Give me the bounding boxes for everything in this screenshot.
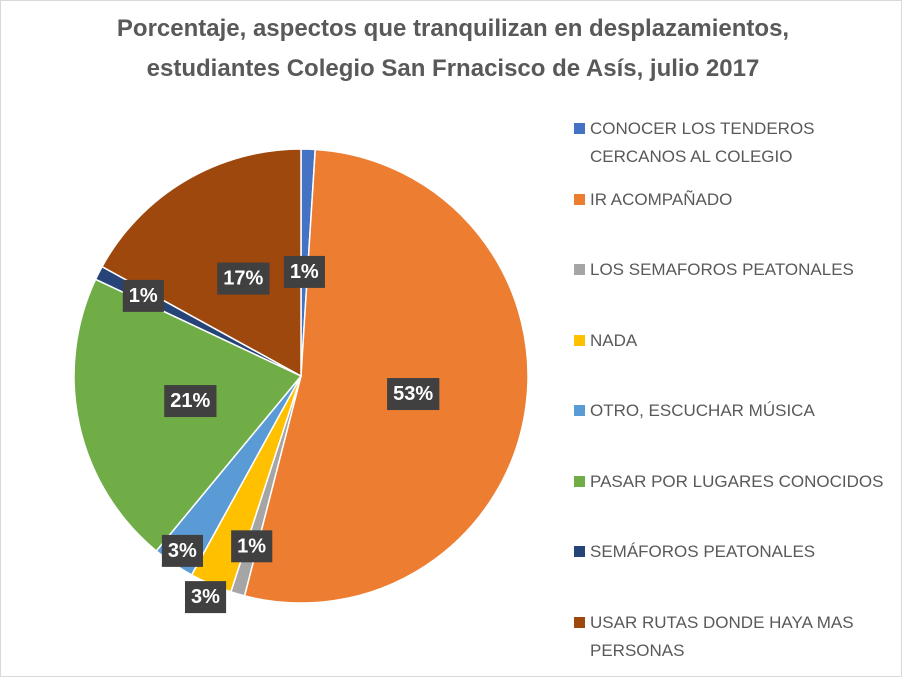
- slice: [101, 148, 302, 378]
- data-label-box: [387, 378, 440, 411]
- legend-swatch: [574, 193, 585, 205]
- data-label-box: [161, 534, 204, 567]
- data-label-text: 17%: [223, 268, 263, 290]
- data-label: 1%: [283, 255, 325, 288]
- legend-label: SEMÁFOROS PEATONALES: [590, 542, 816, 561]
- data-label-text: 21%: [170, 390, 210, 412]
- legend-item: OTRO, ESCUCHAR MÚSICA: [574, 397, 890, 425]
- legend-item: CONOCER LOS TENDEROS CERCANOS AL COLEGIO: [574, 115, 890, 171]
- legend-item: LOS SEMAFOROS PEATONALES: [574, 256, 890, 284]
- data-label-text: 53%: [393, 383, 433, 405]
- legend-label: LOS SEMAFOROS PEATONALES: [590, 260, 854, 279]
- legend-label: USAR RUTAS DONDE HAYA MAS PERSONAS: [590, 612, 854, 660]
- data-label-text: 1%: [129, 285, 158, 307]
- legend-label: PASAR POR LUGARES CONOCIDOS: [590, 471, 884, 491]
- legend-swatch: [574, 405, 585, 416]
- legend-swatch: [574, 264, 585, 275]
- legend-label: NADA: [590, 330, 638, 350]
- legend-item: NADA: [574, 327, 890, 355]
- data-label-box: [231, 530, 273, 563]
- data-label-box: [217, 262, 270, 295]
- data-label-text: 3%: [191, 586, 220, 608]
- data-label: 17%: [217, 262, 270, 295]
- data-label-box: [184, 581, 227, 614]
- data-label: 3%: [161, 534, 204, 567]
- chart-title: Porcentaje, aspectos que tranquilizan en…: [116, 15, 790, 82]
- legend-swatch: [574, 334, 585, 346]
- data-label: 1%: [122, 279, 164, 312]
- legend-item: SEMÁFOROS PEATONALES: [574, 538, 890, 566]
- legend-item: PASAR POR LUGARES CONOCIDOS: [574, 468, 890, 496]
- data-label-box: [283, 255, 325, 288]
- legend-swatch: [574, 123, 585, 134]
- data-label: 3%: [184, 581, 227, 614]
- data-label: 53%: [387, 378, 440, 411]
- legend-label: IR ACOMPAÑADO: [590, 189, 733, 209]
- data-label: 1%: [231, 530, 273, 563]
- data-label-text: 3%: [168, 540, 197, 562]
- legend-item: IR ACOMPAÑADO: [574, 186, 890, 214]
- data-label-box: [122, 279, 164, 312]
- legend-swatch: [574, 475, 585, 487]
- data-label-text: 1%: [237, 535, 266, 557]
- legend-item: USAR RUTAS DONDE HAYA MAS PERSONAS: [574, 609, 890, 665]
- data-label: 21%: [164, 385, 217, 418]
- legend-swatch: [574, 616, 585, 628]
- data-label-text: 1%: [290, 261, 319, 283]
- data-label-box: [164, 385, 217, 418]
- legend-label: OTRO, ESCUCHAR MÚSICA: [590, 401, 815, 420]
- legend-label: CONOCER LOS TENDEROS CERCANOS AL COLEGIO: [590, 119, 815, 166]
- legend-swatch: [574, 546, 585, 557]
